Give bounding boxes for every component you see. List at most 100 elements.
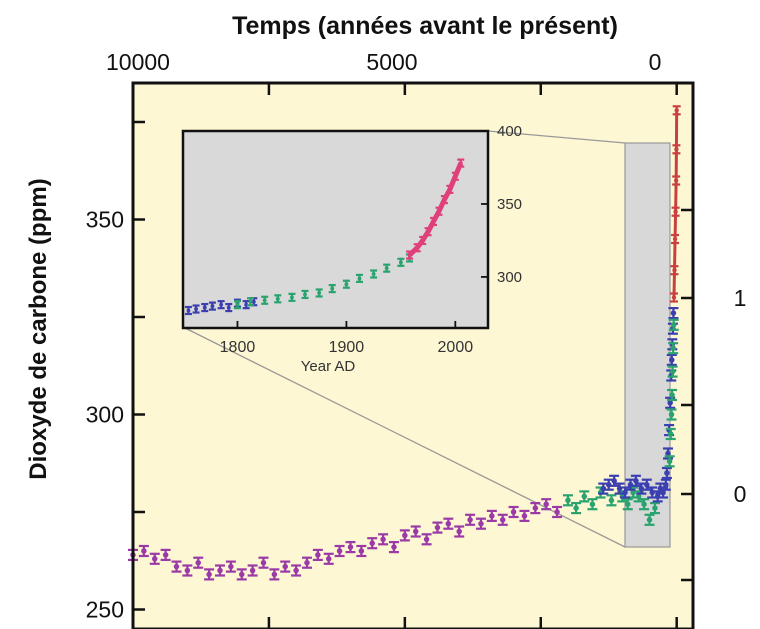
inset-data-point	[233, 300, 241, 310]
data-point	[323, 552, 334, 565]
point-dot	[162, 552, 169, 558]
inset-data-point	[383, 263, 391, 273]
point-dot	[669, 357, 675, 363]
data-point	[454, 525, 465, 538]
point-dot	[652, 505, 658, 511]
point-dot	[407, 253, 412, 257]
zoom-connector-bottom	[184, 327, 626, 548]
point-dot	[665, 450, 671, 457]
data-point	[670, 265, 679, 276]
point-dot	[625, 501, 631, 507]
point-dot	[186, 308, 191, 313]
data-point	[182, 564, 193, 577]
inset-data-point	[424, 227, 432, 237]
point-dot	[219, 302, 224, 307]
point-dot	[290, 295, 294, 300]
point-dot	[663, 481, 669, 488]
inset-plot-background	[183, 131, 488, 328]
point-dot	[671, 295, 677, 300]
point-dot	[248, 299, 253, 304]
data-point	[668, 342, 679, 355]
data-point	[443, 517, 454, 530]
data-point	[571, 502, 582, 515]
data-point	[668, 307, 679, 320]
inset-data-point	[440, 194, 448, 205]
data-point	[620, 486, 631, 499]
x-tick-label: 5000	[366, 49, 417, 75]
inset-y-tick-labels: 300 350 400	[497, 123, 522, 286]
data-point	[367, 537, 378, 550]
point-dot	[664, 470, 670, 476]
point-dot	[260, 559, 267, 566]
inset-data-point	[355, 273, 363, 283]
point-dot	[391, 544, 397, 550]
data-point	[671, 206, 680, 217]
inset-data-point	[315, 288, 323, 298]
data-point	[258, 556, 269, 569]
point-dot	[344, 282, 349, 287]
point-dot	[622, 489, 628, 496]
inset-data-point	[342, 279, 350, 289]
point-dot	[249, 567, 256, 574]
point-dot	[251, 299, 256, 304]
point-dot	[467, 517, 473, 523]
point-dot	[673, 178, 679, 183]
point-dot	[402, 532, 408, 539]
data-point	[666, 408, 677, 421]
inset-data-point	[225, 302, 233, 313]
point-dot	[670, 345, 676, 351]
point-dot	[672, 236, 678, 242]
data-point	[356, 544, 367, 558]
point-dot	[194, 307, 198, 311]
point-dot	[262, 298, 267, 303]
data-point	[236, 568, 247, 581]
point-dot	[673, 209, 678, 214]
point-dot	[668, 411, 675, 418]
point-dot	[317, 291, 322, 295]
data-point	[204, 568, 215, 581]
inset-data-point	[217, 300, 225, 310]
data-point	[660, 478, 671, 491]
data-point	[641, 478, 652, 491]
point-dot	[669, 392, 675, 398]
inset-data-point	[435, 206, 443, 216]
point-dot	[184, 567, 191, 574]
point-dot	[581, 493, 588, 500]
point-dot	[238, 571, 245, 578]
zoom-connector-top	[487, 130, 626, 144]
data-point	[345, 540, 356, 554]
data-point	[609, 474, 620, 487]
inset-data-point	[274, 294, 282, 304]
inset-data-point	[201, 302, 209, 313]
data-point	[280, 560, 291, 573]
data-point	[672, 144, 681, 155]
data-point	[644, 513, 655, 526]
point-dot	[672, 268, 677, 273]
right-tick-labels: 10	[734, 285, 747, 507]
data-point	[661, 466, 672, 480]
inset-y-tick-label: 400	[497, 123, 522, 140]
inset-data-point	[242, 300, 250, 310]
point-dot	[589, 501, 596, 507]
point-dot	[674, 108, 679, 113]
point-dot	[195, 559, 201, 566]
point-dot	[206, 571, 212, 578]
point-dot	[282, 563, 288, 570]
inset-data-point	[184, 305, 192, 316]
data-point	[606, 494, 617, 507]
point-dot	[458, 161, 463, 166]
data-point	[193, 556, 204, 569]
data-point	[378, 533, 389, 546]
point-dot	[644, 481, 650, 488]
data-point	[269, 568, 280, 581]
point-dot	[434, 524, 441, 531]
point-dot	[573, 505, 579, 511]
point-dot	[674, 147, 679, 152]
point-dot	[532, 505, 539, 511]
data-point	[519, 509, 530, 523]
point-dot	[554, 509, 560, 515]
x-tick-label: 10000	[106, 49, 170, 75]
data-point	[247, 564, 258, 577]
data-point	[671, 233, 680, 245]
inset-data-point	[430, 216, 438, 227]
